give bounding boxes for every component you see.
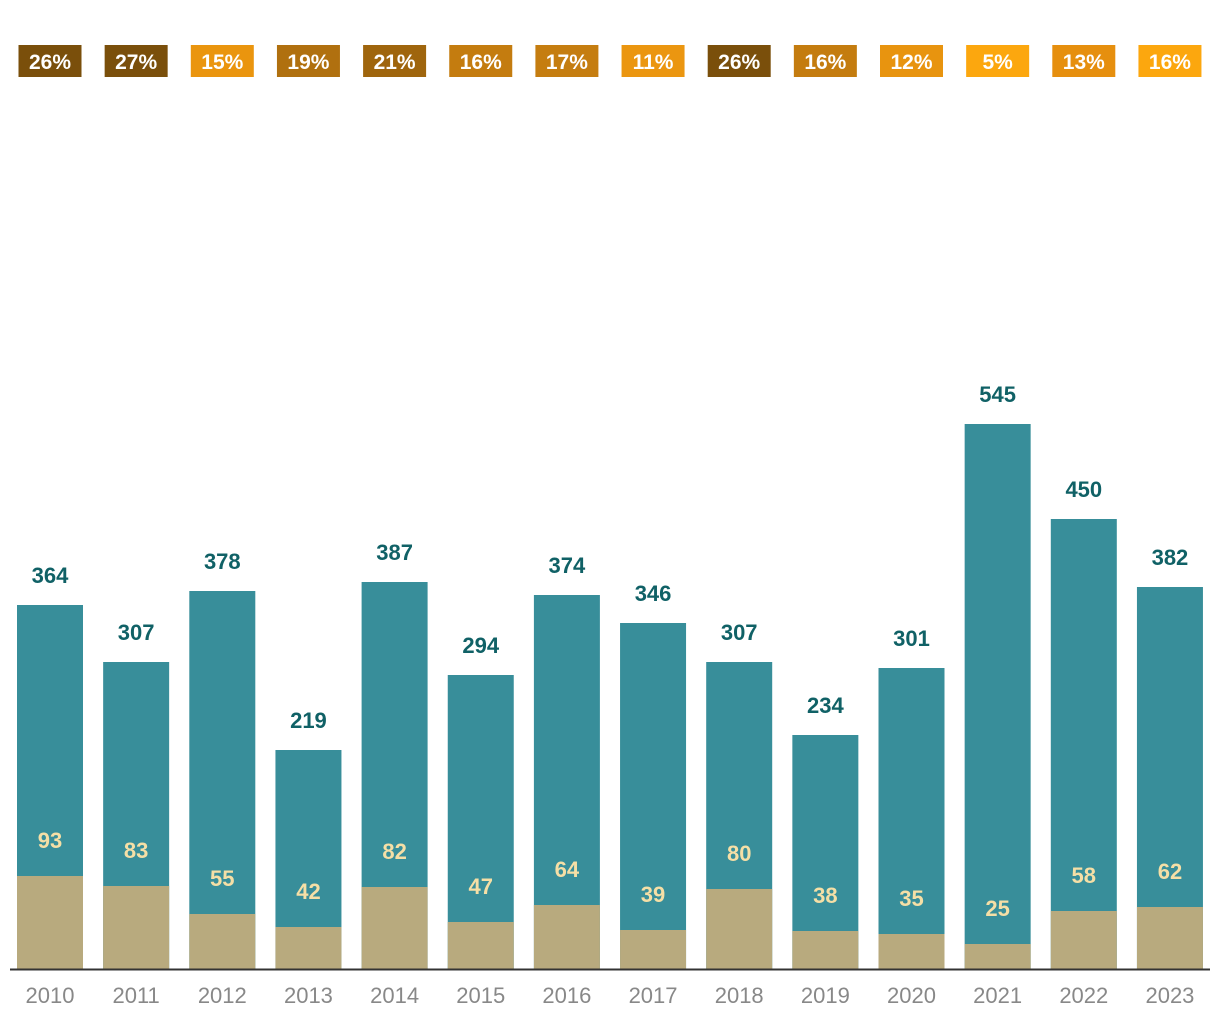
percentage-badge [966, 45, 1030, 77]
bottom-value-label: 25 [985, 896, 1009, 921]
bottom-value-label: 47 [469, 874, 493, 899]
total-value-label: 382 [1152, 545, 1189, 570]
percentage-badge [363, 45, 427, 77]
bottom-value-label: 58 [1072, 863, 1096, 888]
bar-segment-bottom [103, 886, 170, 969]
bottom-value-label: 38 [813, 883, 837, 908]
bar-segment-bottom [275, 927, 342, 969]
percentage-label: 5% [982, 51, 1013, 74]
percentage-label: 15% [201, 51, 243, 74]
bar-segment-bottom [792, 931, 859, 969]
percentage-badge [793, 45, 857, 77]
x-tick-label: 2010 [26, 983, 75, 1008]
x-tick-label: 2017 [629, 983, 678, 1008]
percentage-label: 16% [1149, 51, 1191, 74]
total-value-label: 387 [376, 540, 413, 565]
bar-total [1136, 587, 1203, 969]
x-tick-label: 2020 [887, 983, 936, 1008]
percentage-label: 17% [546, 51, 588, 74]
percentage-badge [276, 45, 340, 77]
x-tick-label: 2023 [1145, 983, 1194, 1008]
bottom-value-label: 62 [1158, 859, 1182, 884]
bar-total [1050, 519, 1117, 969]
x-tick-label: 2013 [284, 983, 333, 1008]
bottom-value-label: 35 [899, 886, 923, 911]
bar-segment-bottom [17, 876, 83, 969]
bar-segment-bottom [620, 930, 687, 969]
total-value-label: 307 [721, 620, 758, 645]
percentage-badge [104, 45, 168, 77]
bottom-value-label: 80 [727, 841, 751, 866]
bar-segment-bottom [964, 944, 1031, 969]
bottom-value-label: 39 [641, 882, 665, 907]
percentage-label: 26% [29, 51, 71, 74]
total-value-label: 378 [204, 549, 241, 574]
total-value-label: 307 [118, 620, 155, 645]
bottom-value-label: 42 [296, 879, 320, 904]
percentage-label: 26% [718, 51, 760, 74]
percentage-label: 12% [890, 51, 932, 74]
percentage-badge [707, 45, 771, 77]
percentage-badge [621, 45, 685, 77]
percentage-label: 11% [633, 51, 674, 74]
x-tick-label: 2019 [801, 983, 850, 1008]
bar-total [620, 623, 687, 969]
total-value-label: 346 [635, 581, 672, 606]
x-tick-label: 2022 [1059, 983, 1108, 1008]
percentage-label: 16% [460, 51, 502, 74]
total-value-label: 450 [1065, 477, 1102, 502]
percentage-badge [1052, 45, 1116, 77]
x-tick-label: 2016 [542, 983, 591, 1008]
bar-segment-bottom [1136, 907, 1203, 969]
total-value-label: 219 [290, 708, 327, 733]
bar-segment-bottom [1050, 911, 1117, 969]
x-tick-label: 2015 [456, 983, 505, 1008]
bottom-value-label: 83 [124, 838, 148, 863]
total-value-label: 234 [807, 693, 844, 718]
bottom-value-label: 55 [210, 866, 234, 891]
total-value-label: 364 [32, 563, 69, 588]
bar-total [878, 668, 945, 969]
percentage-label: 13% [1063, 51, 1105, 74]
total-value-label: 294 [462, 633, 499, 658]
bar-total [189, 591, 256, 969]
bar-segment-bottom [706, 889, 773, 969]
x-tick-label: 2014 [370, 983, 419, 1008]
percentage-label: 21% [374, 51, 416, 74]
percentage-label: 19% [287, 51, 329, 74]
x-tick-label: 2012 [198, 983, 247, 1008]
bar-segment-bottom [189, 914, 256, 969]
percentage-badge [1138, 45, 1202, 77]
bar-total [964, 424, 1031, 969]
total-value-label: 374 [549, 553, 586, 578]
bar-total [792, 735, 859, 969]
bar-segment-bottom [878, 934, 945, 969]
bar-total [447, 675, 514, 969]
percentage-label: 16% [804, 51, 846, 74]
x-tick-label: 2018 [715, 983, 764, 1008]
percentage-badge [880, 45, 943, 77]
percentage-label: 27% [115, 51, 157, 74]
total-value-label: 545 [979, 382, 1016, 407]
percentage-badge [18, 45, 82, 77]
bottom-value-label: 93 [38, 828, 62, 853]
total-value-label: 301 [893, 626, 930, 651]
bottom-value-label: 82 [382, 839, 406, 864]
bar-segment-bottom [533, 905, 600, 969]
bar-segment-bottom [447, 922, 514, 969]
percentage-badge [449, 45, 513, 77]
bar-segment-bottom [361, 887, 428, 969]
x-tick-label: 2011 [112, 983, 159, 1008]
bottom-value-label: 64 [555, 857, 580, 882]
percentage-badge [190, 45, 254, 77]
percentage-badge [535, 45, 599, 77]
x-tick-label: 2021 [973, 983, 1022, 1008]
